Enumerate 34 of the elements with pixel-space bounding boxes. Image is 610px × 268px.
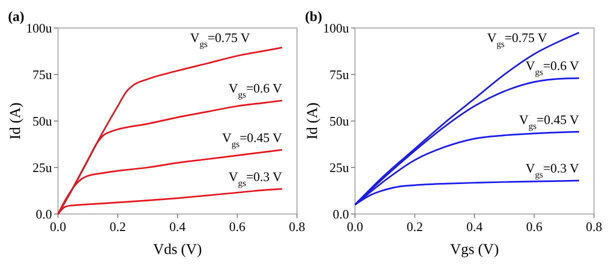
x-tick-label: 0.0	[50, 219, 66, 234]
y-tick-label: 25u	[32, 160, 52, 176]
x-tick-label: 0.4	[466, 219, 484, 234]
y-axis-title: Id (A)	[305, 102, 321, 140]
series-label: V$_{gs}$=0.45 V	[519, 112, 580, 131]
y-tick-label: 25u	[330, 160, 350, 176]
y-tick-label: 50u	[330, 114, 350, 129]
x-tick-label: 0.4	[169, 219, 186, 234]
x-axis-title: Vds (V)	[153, 242, 202, 258]
x-axis-title: Vgs (V)	[450, 242, 499, 258]
y-tick-label: 75u	[330, 67, 350, 82]
x-tick-label: 0.6	[229, 219, 246, 234]
x-tick-label: 0.2	[406, 219, 423, 234]
x-tick-label: 0.0	[346, 219, 364, 234]
x-tick-label: 0.8	[586, 219, 602, 234]
series-label: V$_{gs}$=0.75 V	[190, 30, 251, 49]
series-label: V$_{gs}$=0.75 V	[487, 30, 548, 49]
y-tick-label: 75u	[32, 67, 52, 82]
y-tick-label: 0.0	[332, 206, 349, 222]
y-tick-label: 100u	[323, 20, 350, 36]
y-tick-label: 50u	[32, 114, 52, 129]
chart-title: (a)	[8, 10, 25, 25]
chart-title: (b)	[305, 10, 322, 25]
series-label: V$_{gs}$=0.3 V	[228, 168, 283, 188]
series-label: V$_{gs}$=0.45 V	[222, 130, 283, 149]
series-label: V$_{gs}$=0.6 V	[526, 58, 580, 78]
series-label: V$_{gs}$=0.3 V	[526, 160, 580, 180]
x-tick-label: 0.6	[526, 219, 543, 234]
x-tick-label: 0.2	[110, 219, 126, 234]
y-tick-label: 0.0	[36, 206, 52, 222]
y-tick-label: 100u	[26, 20, 52, 36]
series-label: V$_{gs}$=0.6 V	[228, 80, 283, 100]
x-tick-label: 0.8	[288, 219, 306, 234]
y-axis-title: Id (A)	[8, 102, 24, 140]
